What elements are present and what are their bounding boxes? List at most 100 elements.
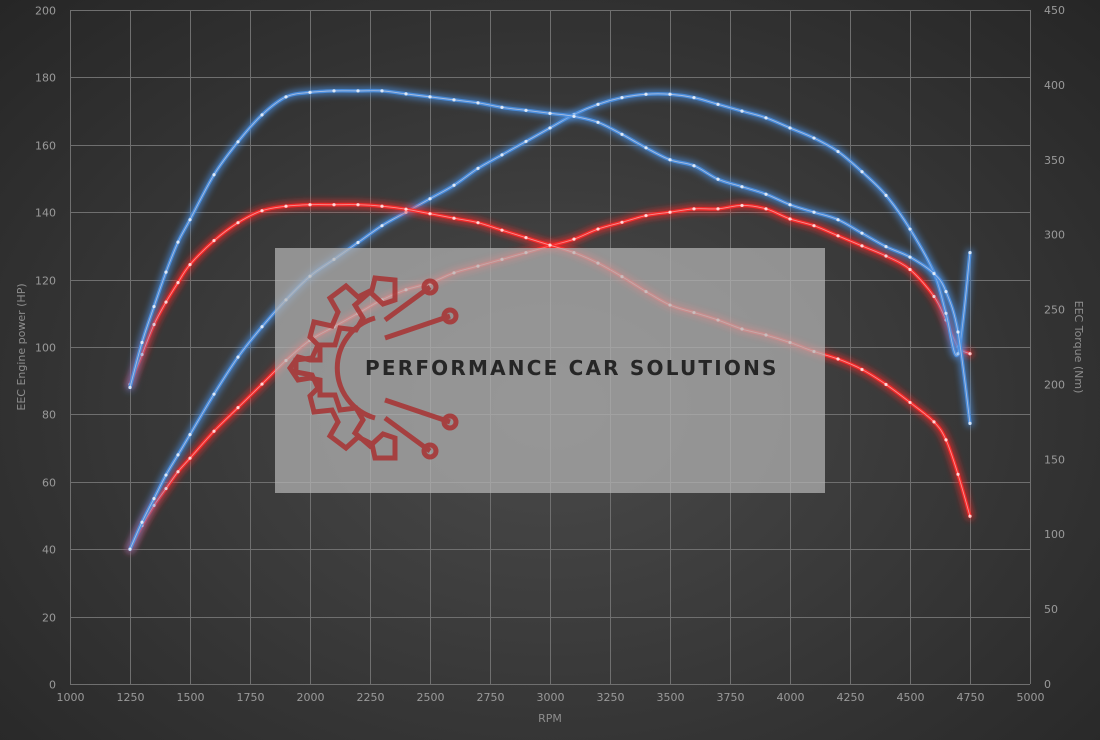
- y-left-tick-label: 40: [42, 544, 56, 557]
- data-point: [956, 330, 960, 334]
- y-left-tick-label: 60: [42, 477, 56, 490]
- watermark-brand-text: PERFORMANCE CAR SOLUTIONS: [365, 356, 779, 380]
- data-point: [620, 96, 624, 100]
- data-point: [692, 96, 696, 100]
- data-point: [476, 221, 480, 225]
- data-point: [716, 102, 720, 106]
- y-right-tick-label: 50: [1044, 603, 1058, 616]
- data-point: [884, 245, 888, 249]
- data-point: [548, 243, 552, 247]
- series-line-core: [129, 93, 971, 550]
- data-point: [812, 210, 816, 214]
- data-point: [644, 213, 648, 218]
- x-tick-label: 2250: [357, 691, 385, 704]
- data-point: [884, 193, 888, 197]
- data-point: [968, 421, 972, 425]
- data-point: [572, 237, 576, 241]
- y-left-axis-title: EEC Engine power (HP): [15, 283, 28, 410]
- data-point: [884, 382, 888, 387]
- y-right-tick-label: 400: [1044, 79, 1065, 92]
- data-point: [524, 108, 528, 112]
- y-right-tick-label: 100: [1044, 528, 1065, 541]
- x-tick-label: 3500: [657, 691, 685, 704]
- data-point: [788, 217, 792, 221]
- y-left-tick-label: 80: [42, 409, 56, 422]
- data-point: [452, 216, 456, 220]
- data-point: [380, 89, 384, 93]
- data-point: [236, 221, 240, 225]
- x-tick-label: 5000: [1017, 691, 1045, 704]
- data-point: [332, 89, 336, 93]
- data-point: [140, 520, 144, 524]
- series-2: [126, 90, 974, 553]
- data-point: [308, 90, 312, 94]
- data-point: [812, 224, 816, 228]
- y-right-tick-label: 200: [1044, 378, 1065, 391]
- data-point: [452, 183, 456, 187]
- data-point: [932, 420, 936, 424]
- data-point: [524, 139, 528, 144]
- data-point: [596, 102, 600, 106]
- data-point: [692, 164, 696, 168]
- data-point: [740, 109, 744, 113]
- data-point: [260, 209, 264, 213]
- data-point: [644, 146, 648, 150]
- data-point: [764, 207, 768, 211]
- data-point: [212, 173, 216, 177]
- data-point: [476, 101, 480, 105]
- data-point: [572, 114, 576, 118]
- y-right-axis-title: EEC Torque (Nm): [1072, 301, 1085, 394]
- data-point: [944, 289, 948, 294]
- data-point: [176, 240, 180, 244]
- y-right-tick-label: 250: [1044, 304, 1065, 317]
- data-point: [548, 111, 552, 115]
- data-point: [212, 392, 216, 396]
- data-point: [188, 218, 192, 222]
- data-point: [212, 429, 216, 433]
- data-point: [764, 192, 768, 196]
- data-point: [860, 367, 864, 372]
- data-point: [596, 120, 600, 124]
- y-left-tick-label: 140: [35, 207, 56, 220]
- data-point: [860, 170, 864, 174]
- data-point: [476, 166, 480, 170]
- series-4: [126, 87, 974, 427]
- data-point: [668, 92, 672, 96]
- y-right-tick-label: 150: [1044, 453, 1065, 466]
- data-point: [128, 385, 132, 390]
- data-point: [260, 382, 264, 386]
- data-point: [176, 280, 180, 285]
- data-point: [836, 218, 840, 222]
- data-point: [500, 153, 504, 157]
- data-point: [404, 207, 408, 211]
- data-point: [908, 267, 912, 272]
- data-point: [836, 149, 840, 154]
- data-point: [152, 322, 156, 327]
- series-line-core: [129, 204, 971, 517]
- data-point: [968, 251, 972, 255]
- data-point: [620, 132, 624, 136]
- data-point: [236, 406, 240, 410]
- data-point: [620, 220, 624, 224]
- data-point: [932, 272, 936, 276]
- data-point: [908, 255, 912, 259]
- data-point: [428, 212, 432, 216]
- watermark-box: [275, 248, 825, 493]
- data-point: [692, 207, 696, 211]
- watermark: [275, 248, 825, 493]
- data-point: [164, 486, 168, 491]
- data-point: [236, 355, 240, 359]
- data-point: [956, 472, 960, 476]
- data-point: [668, 210, 672, 214]
- data-point: [152, 497, 156, 501]
- data-point: [836, 357, 840, 361]
- data-point: [944, 311, 948, 315]
- data-point: [404, 92, 408, 96]
- data-point: [308, 203, 312, 207]
- data-point: [176, 470, 180, 474]
- data-point: [188, 456, 192, 460]
- data-point: [428, 95, 432, 99]
- data-point: [908, 227, 912, 231]
- data-point: [968, 514, 972, 518]
